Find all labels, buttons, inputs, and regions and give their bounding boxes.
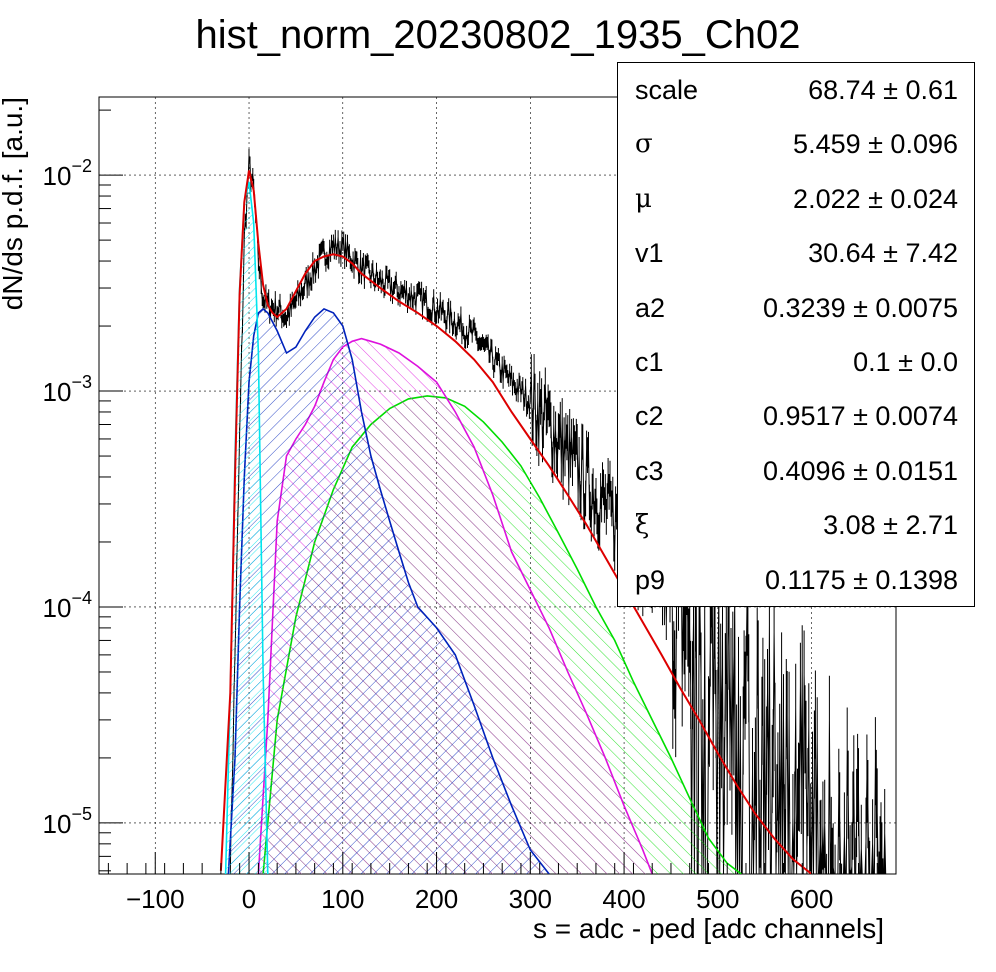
stats-param-value: 0.1175 ± 0.1398 bbox=[765, 564, 958, 595]
component-fill bbox=[228, 308, 550, 874]
fit-curve bbox=[219, 170, 813, 874]
series-layer bbox=[219, 148, 887, 874]
stats-param-name: c3 bbox=[635, 455, 664, 486]
y-tick-label: 10−2 bbox=[43, 156, 92, 191]
x-tick-label: 600 bbox=[790, 884, 833, 914]
y-tick-exponent: −5 bbox=[71, 804, 92, 824]
stats-param-value: 0.3239 ± 0.0075 bbox=[763, 292, 958, 323]
y-tick-exponent: −3 bbox=[71, 372, 92, 392]
stats-row: σ 5.459 ± 0.096 bbox=[618, 117, 974, 171]
stats-row: p9 0.1175 ± 0.1398 bbox=[618, 553, 974, 607]
stats-param-value: 3.08 ± 2.71 bbox=[823, 510, 958, 541]
y-tick-label: 10−3 bbox=[43, 372, 92, 407]
x-tick-label: 100 bbox=[321, 884, 364, 914]
stats-row: ξ 3.08 ± 2.71 bbox=[618, 498, 974, 552]
y-tick-base: 10 bbox=[43, 593, 72, 623]
x-axis: −100 0 100 200 300 400 500 600 bbox=[107, 852, 878, 914]
x-tick-label: 300 bbox=[509, 884, 552, 914]
component-fill bbox=[225, 181, 268, 874]
stats-param-name: c2 bbox=[635, 401, 664, 432]
y-tick-exponent: −4 bbox=[71, 588, 92, 608]
stats-param-value: 5.459 ± 0.096 bbox=[793, 129, 958, 160]
y-tick-base: 10 bbox=[43, 809, 72, 839]
stats-param-name: c1 bbox=[635, 347, 664, 377]
x-axis-label: s = adc - ped [adc channels] bbox=[533, 913, 884, 944]
stats-param-value: 0.9517 ± 0.0074 bbox=[763, 401, 958, 432]
stats-row: c2 0.9517 ± 0.0074 bbox=[618, 389, 974, 443]
stats-param-name: ξ bbox=[635, 510, 650, 541]
y-tick-base: 10 bbox=[43, 377, 72, 407]
stats-param-value: 0.4096 ± 0.0151 bbox=[763, 455, 958, 486]
stats-param-name: a2 bbox=[635, 292, 666, 323]
stats-param-name: scale bbox=[635, 75, 699, 105]
stats-param-name: v1 bbox=[635, 238, 664, 269]
x-tick-label: 0 bbox=[242, 884, 256, 914]
stats-param-name: p9 bbox=[635, 564, 666, 595]
y-tick-exponent: −2 bbox=[71, 156, 92, 176]
stats-row: μ 2.022 ± 0.024 bbox=[618, 172, 974, 226]
stats-row: scale 68.74 ± 0.61 bbox=[618, 63, 974, 117]
stats-param-name: μ bbox=[635, 183, 652, 214]
y-tick-label: 10−5 bbox=[43, 804, 92, 839]
stats-param-value: 2.022 ± 0.024 bbox=[793, 183, 958, 214]
x-tick-label: −100 bbox=[126, 884, 185, 914]
stats-row: c1 0.1 ± 0.0 bbox=[618, 335, 974, 389]
y-tick-label: 10−4 bbox=[43, 588, 92, 623]
y-tick-base: 10 bbox=[43, 161, 72, 191]
stats-row: c3 0.4096 ± 0.0151 bbox=[618, 444, 974, 498]
x-tick-label: 500 bbox=[696, 884, 739, 914]
x-tick-label: 400 bbox=[602, 884, 645, 914]
chart-title: hist_norm_20230802_1935_Ch02 bbox=[196, 13, 801, 57]
y-axis: 10−210−310−410−5 bbox=[43, 109, 123, 872]
stats-param-name: σ bbox=[635, 129, 653, 160]
stats-param-value: 68.74 ± 0.61 bbox=[808, 75, 958, 105]
x-tick-label: 200 bbox=[415, 884, 458, 914]
y-axis-label: dN/ds p.d.f. [a.u.] bbox=[0, 97, 28, 310]
stats-param-value: 0.1 ± 0.0 bbox=[853, 347, 958, 377]
stats-param-value: 30.64 ± 7.42 bbox=[808, 238, 958, 269]
fit-parameters-box: scale 68.74 ± 0.61 σ 5.459 ± 0.096 μ 2.022 ± … bbox=[617, 62, 975, 607]
stats-row: v1 30.64 ± 7.42 bbox=[618, 226, 974, 280]
stats-row: a2 0.3239 ± 0.0075 bbox=[618, 281, 974, 335]
